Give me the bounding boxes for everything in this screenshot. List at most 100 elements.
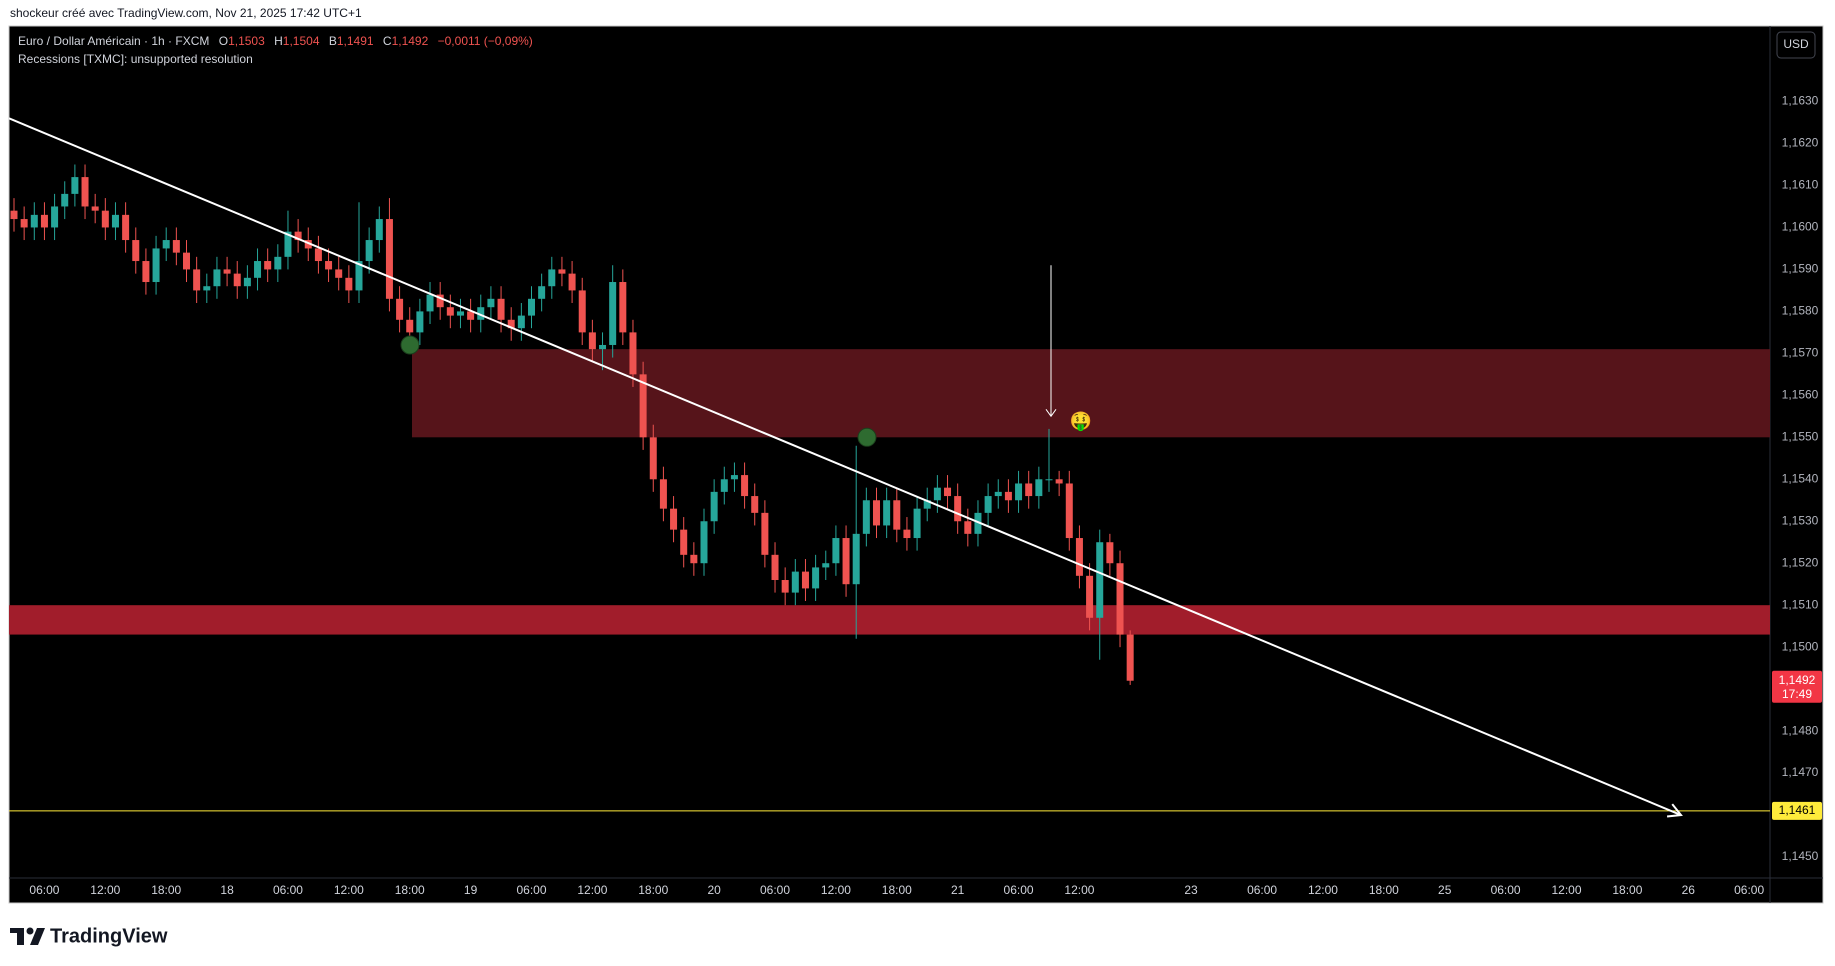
candle-body [71,177,79,194]
ohlc-value: 1,1491 [336,34,374,48]
y-tick-label: 1,1450 [1782,849,1819,863]
candle-body [61,193,69,207]
candle-body [1045,479,1053,481]
x-tick-label: 18:00 [1612,883,1642,897]
candle-body [1065,483,1073,539]
y-tick-label: 1,1570 [1782,346,1819,360]
x-tick-label: 18:00 [151,883,181,897]
candle-body [588,332,596,350]
candle-body [720,479,728,492]
candle-body [771,554,779,581]
candle-body [791,571,799,593]
candle-body [213,269,221,287]
y-tick-label: 1,1500 [1782,639,1819,653]
candle-body [1015,483,1023,501]
candle-body [659,479,667,509]
candle-body [243,277,251,287]
trendline-arrowhead [1666,803,1683,818]
candle-body [527,298,535,316]
y-tick-label: 1,1530 [1782,513,1819,527]
y-tick-label: 1,1510 [1782,597,1819,611]
candle-body [355,261,363,291]
candle-body [781,580,789,593]
candle-body [558,269,566,274]
x-tick-label: 12:00 [1064,883,1094,897]
candle-body [639,374,647,438]
arrow-head [1045,409,1057,418]
candle-body [883,500,891,526]
x-tick-label: 12:00 [334,883,364,897]
indicator-legend: Recessions [TXMC]: unsupported resolutio… [18,52,253,66]
candle-body [923,500,931,509]
ohlc-value: 1,1504 [282,34,320,48]
ohlc-value: 1,1503 [228,34,265,48]
symbol-legend: Euro / Dollar Américain · 1h · FXCM O1,1… [18,34,533,48]
candle-body [335,269,343,278]
candle-body [172,240,180,253]
candle-body [233,273,241,287]
candle-body [294,231,302,241]
currency-label[interactable]: USD [1783,37,1809,51]
zone [9,605,1770,635]
currency-button[interactable] [1776,31,1816,59]
candle-body [933,487,941,501]
candle-body [548,269,556,287]
candle-body [629,332,637,375]
candle-body [193,269,201,291]
candle-body [872,500,880,526]
x-tick-label: 12:00 [1308,883,1338,897]
logo-icon [10,927,45,945]
x-tick-label: 12:00 [90,883,120,897]
candle-body [710,491,718,522]
candle-body [700,521,708,564]
candle-body [609,282,617,345]
candle-body [385,219,393,299]
candle-body [852,533,860,585]
y-tick-label: 1,1560 [1782,388,1819,402]
countdown-label: 17:49 [1782,687,1812,701]
chart-background [8,25,1824,904]
candle-body [284,231,292,257]
candle-body [822,563,830,568]
x-tick-label: 06:00 [29,883,59,897]
candle-body [944,487,952,497]
candle-body [51,206,59,228]
candle-body [761,512,769,555]
candle-body [1035,479,1043,497]
candle-body [274,256,282,270]
candle-body [254,261,262,278]
last-price-bg [1772,670,1822,703]
candle-body [345,277,353,291]
candle-body [122,214,130,241]
x-tick-label: 06:00 [273,883,303,897]
x-tick-label: 06:00 [1491,883,1521,897]
candle-body [812,567,820,589]
candle-body [446,307,454,316]
candle-body [203,286,211,291]
candle-body [893,500,901,530]
candle-body [1004,491,1012,501]
candle-body [467,311,475,320]
candle-body [954,496,962,522]
candle-body [1096,542,1104,618]
x-tick-label: 21 [951,883,965,897]
candle-body [517,315,525,329]
candle-body [304,240,312,249]
candle-body [649,437,657,480]
candle-body [1126,634,1134,681]
candle-body [1086,575,1094,618]
y-tick-label: 1,1610 [1782,178,1819,192]
candle-body [730,475,738,480]
x-tick-label: 18:00 [882,883,912,897]
candle-body [1116,563,1124,635]
candle-body [801,571,809,589]
candle-body [913,508,921,539]
ohlc-value: 1,1492 [391,34,429,48]
y-tick-label: 1,1580 [1782,304,1819,318]
signal-marker [857,427,877,447]
trendline [9,117,1682,816]
candle-body [10,210,18,220]
x-tick-label: 06:00 [1734,883,1764,897]
